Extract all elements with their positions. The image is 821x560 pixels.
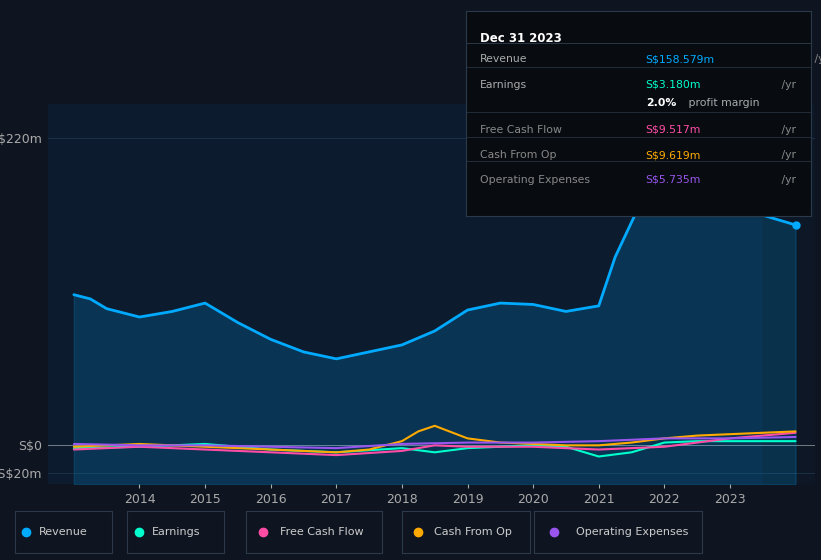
Text: Free Cash Flow: Free Cash Flow: [480, 125, 562, 134]
Text: Revenue: Revenue: [480, 54, 528, 64]
Text: Revenue: Revenue: [39, 528, 88, 537]
Text: /yr: /yr: [778, 175, 796, 185]
Text: /yr: /yr: [778, 80, 796, 90]
Text: Operating Expenses: Operating Expenses: [480, 175, 590, 185]
Text: S$5.735m: S$5.735m: [645, 175, 701, 185]
Text: 2.0%: 2.0%: [645, 98, 676, 108]
Text: Operating Expenses: Operating Expenses: [576, 528, 688, 537]
Text: Earnings: Earnings: [151, 528, 200, 537]
Text: S$9.517m: S$9.517m: [645, 125, 701, 134]
Text: Dec 31 2023: Dec 31 2023: [480, 32, 562, 45]
Text: profit margin: profit margin: [686, 98, 759, 108]
Text: Cash From Op: Cash From Op: [480, 150, 557, 160]
Bar: [763, 104, 815, 484]
Text: /yr: /yr: [811, 54, 821, 64]
Text: /yr: /yr: [778, 150, 796, 160]
Text: Earnings: Earnings: [480, 80, 527, 90]
Text: Cash From Op: Cash From Op: [434, 528, 512, 537]
Text: S$158.579m: S$158.579m: [645, 54, 715, 64]
Text: S$3.180m: S$3.180m: [645, 80, 701, 90]
Text: /yr: /yr: [778, 125, 796, 134]
Text: Free Cash Flow: Free Cash Flow: [280, 528, 364, 537]
Text: S$9.619m: S$9.619m: [645, 150, 701, 160]
